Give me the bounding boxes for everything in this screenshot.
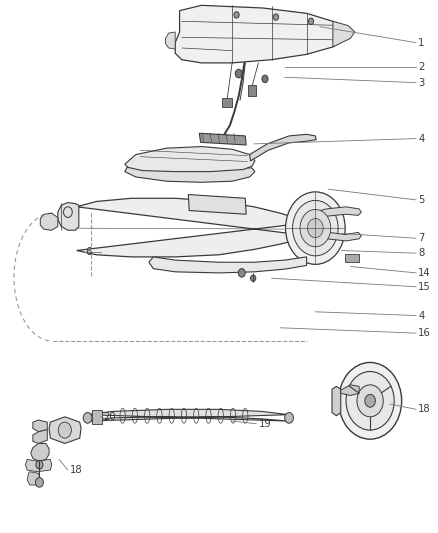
- Polygon shape: [307, 227, 361, 241]
- Polygon shape: [188, 195, 246, 214]
- Circle shape: [58, 422, 71, 438]
- Circle shape: [293, 200, 338, 256]
- Polygon shape: [92, 410, 102, 424]
- Text: 16: 16: [418, 328, 431, 338]
- Text: 1: 1: [418, 38, 425, 47]
- Polygon shape: [149, 257, 307, 273]
- Circle shape: [346, 372, 394, 430]
- Polygon shape: [307, 207, 361, 222]
- Polygon shape: [77, 198, 307, 257]
- Circle shape: [307, 219, 323, 238]
- Circle shape: [285, 413, 293, 423]
- Text: 20: 20: [103, 412, 116, 422]
- Circle shape: [234, 12, 239, 18]
- Text: 4: 4: [418, 134, 424, 143]
- Circle shape: [83, 413, 92, 423]
- Polygon shape: [88, 409, 288, 421]
- Polygon shape: [332, 386, 341, 416]
- Text: 7: 7: [418, 233, 425, 243]
- Polygon shape: [125, 167, 255, 182]
- Text: 19: 19: [258, 419, 271, 429]
- Circle shape: [235, 69, 242, 78]
- Circle shape: [238, 269, 245, 277]
- Text: 18: 18: [70, 465, 83, 475]
- Circle shape: [357, 385, 383, 417]
- Polygon shape: [333, 21, 355, 47]
- Circle shape: [286, 192, 345, 264]
- Polygon shape: [166, 32, 175, 49]
- Polygon shape: [33, 430, 47, 443]
- Text: 5: 5: [418, 195, 425, 205]
- Text: 3: 3: [418, 78, 424, 87]
- Polygon shape: [27, 472, 40, 485]
- Polygon shape: [341, 385, 359, 395]
- Polygon shape: [248, 85, 256, 96]
- Polygon shape: [199, 133, 246, 145]
- Text: 8: 8: [418, 248, 424, 258]
- Polygon shape: [345, 254, 359, 262]
- Circle shape: [35, 478, 43, 487]
- Polygon shape: [40, 213, 58, 230]
- Text: 18: 18: [418, 405, 431, 414]
- Circle shape: [365, 394, 375, 407]
- Circle shape: [262, 75, 268, 83]
- Polygon shape: [25, 459, 52, 472]
- Polygon shape: [49, 417, 81, 443]
- Text: 6: 6: [85, 247, 92, 256]
- Polygon shape: [222, 98, 232, 107]
- Text: 15: 15: [418, 282, 431, 292]
- Polygon shape: [125, 147, 255, 172]
- Text: 2: 2: [418, 62, 425, 71]
- Polygon shape: [175, 5, 346, 63]
- Circle shape: [251, 275, 256, 281]
- Text: 4: 4: [418, 311, 424, 320]
- Circle shape: [300, 209, 331, 247]
- Circle shape: [308, 18, 314, 25]
- Circle shape: [339, 362, 402, 439]
- Text: 14: 14: [418, 268, 431, 278]
- Polygon shape: [250, 134, 316, 161]
- Polygon shape: [58, 203, 79, 230]
- Circle shape: [273, 14, 279, 20]
- Circle shape: [36, 461, 43, 469]
- Polygon shape: [33, 420, 47, 432]
- Polygon shape: [31, 443, 49, 461]
